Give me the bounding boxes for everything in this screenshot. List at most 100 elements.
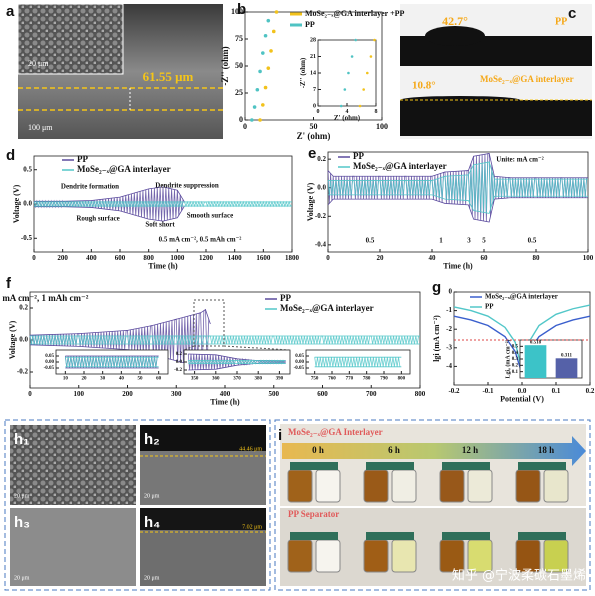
- time-label: 6 h: [388, 445, 400, 455]
- data-point: [261, 103, 265, 107]
- y-tick-label: 7: [313, 87, 316, 93]
- vial-cap: [366, 532, 414, 540]
- sem-inset: [17, 3, 124, 75]
- x-tick-label: 40: [429, 254, 437, 262]
- x-tick-label: 800: [415, 390, 426, 398]
- legend-label: MoSe₂₋ₓ@GA interlayer +PP: [305, 9, 405, 18]
- y-tick-label: 0.5: [512, 344, 519, 349]
- annotation: Soft short: [145, 221, 175, 229]
- legend-label: PP: [280, 293, 291, 303]
- data-point: [266, 66, 271, 70]
- annotation: Smooth surface: [187, 212, 233, 220]
- envelope: [328, 161, 588, 181]
- y-axis-label: Voltage (V): [12, 184, 21, 223]
- sub-label: h₃: [14, 514, 30, 531]
- y-tick-label: 50: [235, 61, 243, 70]
- y-tick-label: 0.0: [19, 336, 28, 344]
- x-tick-label: 10: [63, 377, 69, 382]
- legend-label: MoSe₂₋ₓ@GA interlayer: [353, 161, 447, 171]
- x-tick-label: 0: [32, 254, 36, 262]
- vial-cap: [518, 532, 566, 540]
- vial: [543, 469, 569, 503]
- vial: [543, 539, 569, 573]
- legend-label: MoSe₂₋ₓ@GA interlayer: [280, 303, 374, 313]
- x-tick-label: 1800: [285, 254, 300, 262]
- panel-label: b: [237, 1, 246, 18]
- x-tick-label: 700: [366, 390, 377, 398]
- x-axis-label: Time (h): [443, 262, 473, 271]
- data-point: [252, 105, 257, 109]
- y-tick-label: 100: [231, 7, 243, 16]
- annotation: 0.5: [366, 237, 375, 245]
- x-tick-label: 200: [57, 254, 68, 262]
- annotation: Unite: mA cm⁻²: [496, 156, 543, 164]
- scale-label: 100 μm: [28, 123, 53, 132]
- x-tick-label: 20: [82, 377, 88, 382]
- y-tick-label: 0.5: [23, 165, 32, 173]
- envelope: [188, 353, 286, 362]
- vial-cap: [442, 462, 490, 470]
- annotation: Rough surface: [76, 215, 119, 223]
- panel-c: c 42.7° PP 10.8° MoSe₂₋ₓ@GA interlayer: [400, 4, 592, 139]
- y-axis-label: Voltage (V): [8, 320, 17, 359]
- annotation: 5: [482, 237, 486, 245]
- y-tick-label: -0.2: [17, 368, 29, 376]
- time-label: 0 h: [312, 445, 324, 455]
- vial: [391, 539, 417, 573]
- vial: [287, 539, 313, 573]
- x-tick-label: 350: [191, 377, 199, 382]
- data-point: [362, 88, 365, 91]
- x-tick-label: 800: [398, 377, 406, 382]
- annotation: Dendrite formation: [61, 183, 119, 191]
- data-point: [274, 10, 279, 14]
- x-tick-label: 80: [533, 254, 541, 262]
- x-tick-label: 600: [115, 254, 126, 262]
- y-tick-label: 0: [239, 115, 243, 124]
- vial-cap: [442, 532, 490, 540]
- zoom-box: [193, 299, 225, 347]
- y-tick-label: 14: [310, 70, 316, 76]
- envelope: [327, 152, 588, 179]
- y-tick-label: -4: [446, 362, 452, 370]
- x-tick-label: 1200: [199, 254, 214, 262]
- x-axis-label: Z' (ohm): [297, 131, 331, 141]
- legend-label: PP: [77, 154, 88, 164]
- x-tick-label: 40: [119, 377, 125, 382]
- y-axis-label: Voltage (V): [306, 182, 315, 221]
- y-axis-label: -Z'' (ohm): [220, 46, 230, 85]
- x-tick-label: 500: [269, 390, 280, 398]
- droplet: [425, 26, 485, 46]
- zoom-guide: [223, 345, 291, 351]
- x-tick-label: 0.1: [552, 387, 561, 395]
- data-point: [263, 33, 268, 38]
- plot-frame: [305, 349, 411, 375]
- x-axis-label: Time (h): [148, 262, 178, 271]
- data-point: [358, 104, 362, 108]
- sem-background: [140, 425, 266, 451]
- legend-label: MoSe₂₋ₓ@GA interlayer: [77, 164, 171, 174]
- panel-border: [4, 419, 271, 591]
- bar: [555, 358, 578, 378]
- row-title: PP Separator: [288, 509, 339, 519]
- envelope: [328, 194, 588, 214]
- y-tick-label: 0.2: [19, 304, 28, 312]
- y-tick-label: -3: [446, 343, 452, 351]
- y-tick-label: 0.05: [45, 354, 54, 359]
- vial: [515, 469, 541, 503]
- sub-label: h₄: [144, 514, 160, 531]
- annotation: 0.5 mA cm⁻², 0.5 mAh cm⁻²: [159, 236, 242, 244]
- data-point: [373, 38, 376, 42]
- data-point: [343, 88, 347, 91]
- x-tick-label: 1400: [228, 254, 243, 262]
- cycling-trace: [314, 357, 401, 367]
- data-point: [339, 104, 343, 108]
- y-axis-label: lgi (mA cm⁻²): [432, 315, 441, 362]
- sem-image: [10, 508, 136, 586]
- data-point: [350, 55, 354, 58]
- x-axis-label: Z' (ohm): [334, 114, 361, 122]
- bar: [524, 345, 547, 378]
- x-tick-label: 8: [375, 109, 378, 115]
- sample-label: PP: [555, 16, 567, 27]
- vial: [315, 469, 341, 503]
- x-axis-label: Potential (V): [500, 395, 544, 404]
